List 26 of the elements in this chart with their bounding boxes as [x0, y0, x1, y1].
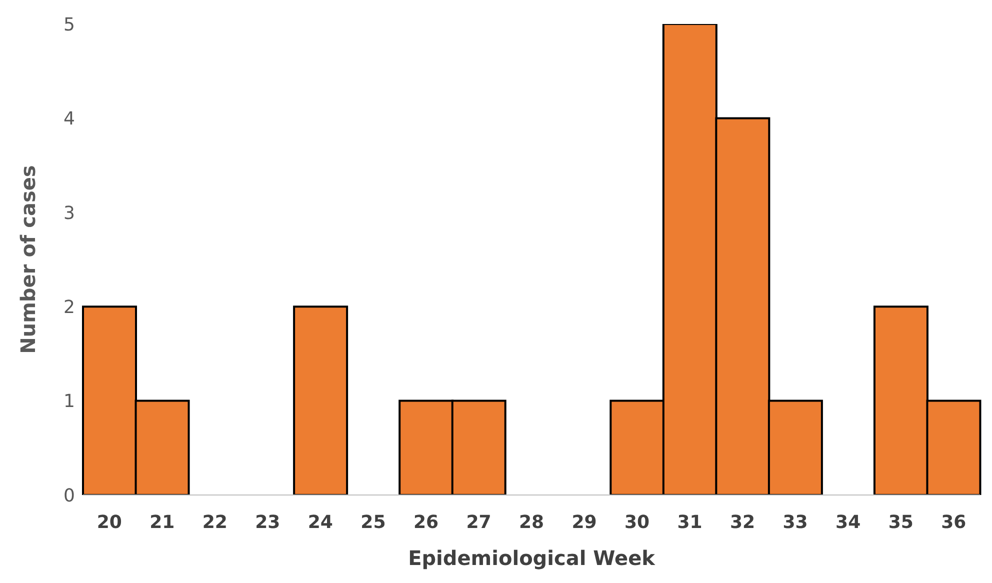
x-tick-label: 34 [836, 512, 861, 533]
y-tick-label: 3 [64, 202, 75, 224]
x-tick-label: 24 [308, 512, 333, 533]
bar [293, 306, 348, 495]
y-axis-title: Number of cases [16, 165, 40, 354]
x-tick-label: 35 [888, 512, 914, 533]
x-tick-label: 31 [677, 512, 702, 533]
x-tick-label: 25 [360, 512, 386, 533]
y-tick-label: 5 [64, 14, 75, 36]
x-tick-label: 20 [96, 512, 122, 533]
x-tick-label: 36 [941, 512, 966, 533]
x-tick-label: 23 [255, 512, 280, 533]
y-tick-label: 4 [64, 108, 75, 130]
x-tick-label: 29 [572, 512, 597, 533]
x-tick-label: 26 [413, 512, 438, 533]
y-tick-label: 0 [64, 485, 75, 506]
x-axis-title: Epidemiological Week [408, 546, 656, 570]
x-tick-label: 28 [518, 512, 544, 533]
x-tick-label: 21 [150, 512, 175, 533]
y-tick-label: 1 [64, 391, 75, 412]
x-tick-label: 33 [782, 512, 808, 533]
x-tick-label: 27 [466, 512, 492, 533]
x-tick-label: 32 [730, 512, 756, 533]
x-tick-label: 22 [202, 512, 228, 533]
y-tick-label: 2 [64, 296, 75, 318]
x-tick-label: 30 [624, 512, 650, 533]
